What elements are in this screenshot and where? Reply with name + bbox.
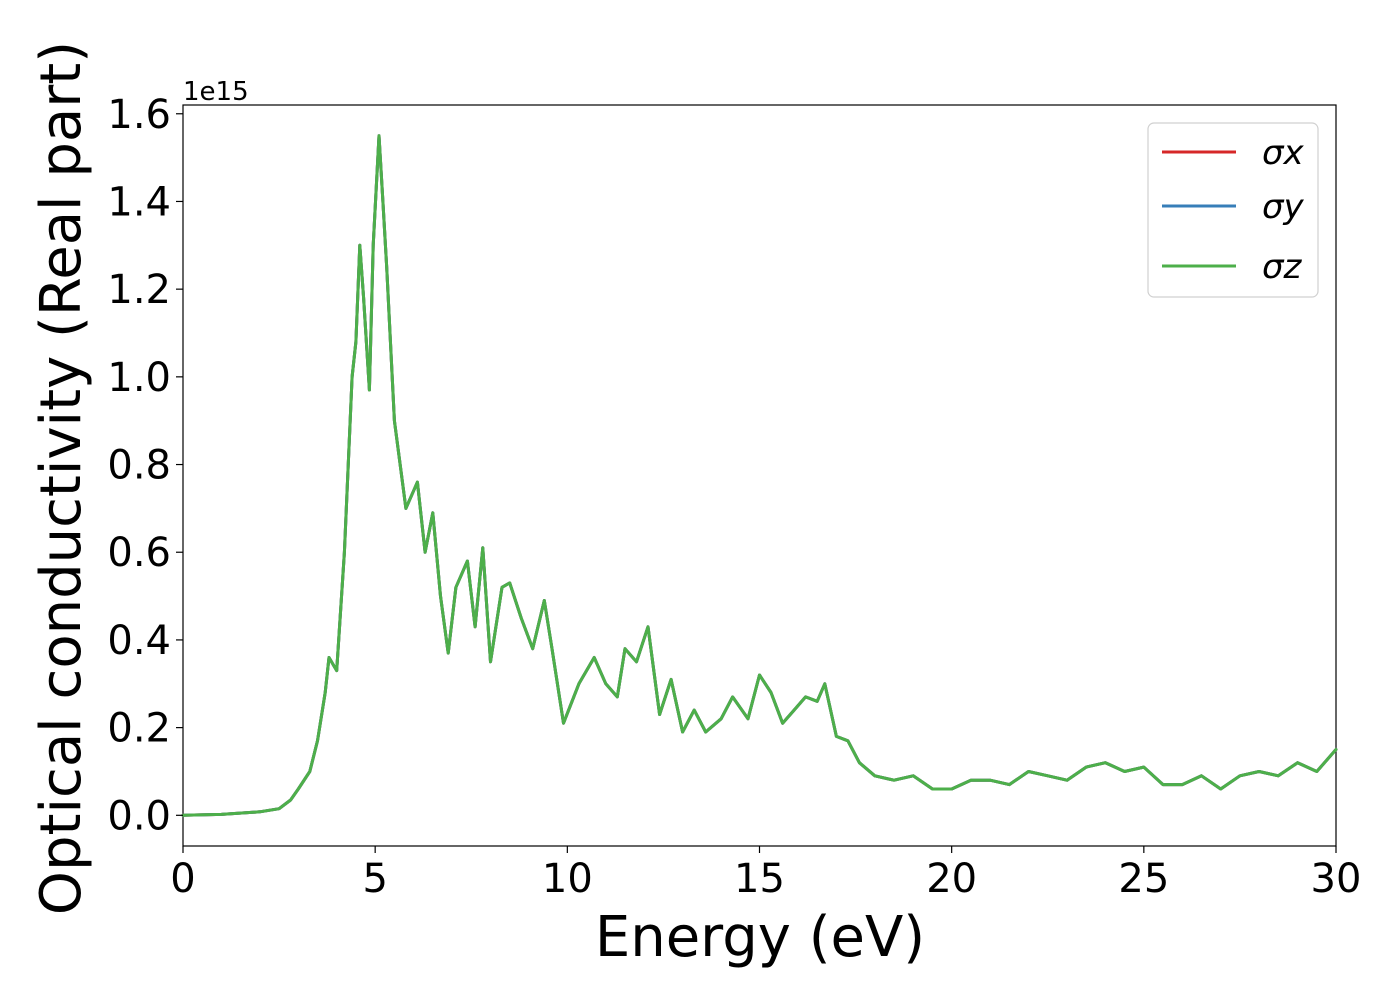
y-axis-label: Optical conductivity (Real part) [29, 41, 94, 915]
y-tick-label: 0.6 [107, 530, 171, 576]
legend-box [1147, 122, 1319, 298]
x-tick-label: 0 [170, 856, 195, 902]
series-line-3 [181, 134, 1338, 817]
x-tick-label: 25 [1118, 856, 1169, 902]
y-tick-label: 1.6 [107, 92, 171, 138]
ticks: 0 5 10 15 20 25 30 0.0 0.2 0.4 0.6 0.8 1.0 1.2 1.4 1.6 [107, 92, 1361, 902]
x-tick-label: 15 [734, 856, 785, 902]
x-tick-label: 20 [926, 856, 977, 902]
y-tick-label: 1.2 [107, 267, 171, 313]
y-tick-label: 0.2 [107, 706, 171, 752]
y-tick-label: 0.4 [107, 618, 171, 664]
y-tick-label: 1.0 [107, 355, 171, 401]
x-tick-label: 10 [542, 856, 593, 902]
y-offset-label: 1e15 [183, 77, 249, 107]
x-tick-label: 30 [1311, 856, 1362, 902]
legend-label-3: σz [1262, 247, 1303, 287]
y-tick-label: 0.0 [107, 793, 171, 839]
legend-label-2: σy [1262, 187, 1305, 227]
legend: σx σy σz [1147, 122, 1319, 298]
x-axis-label: Energy (eV) [595, 905, 925, 970]
x-tick-label: 5 [362, 856, 387, 902]
y-tick-label: 1.4 [107, 179, 171, 225]
series-lines [181, 134, 1338, 817]
legend-label-1: σx [1262, 133, 1305, 173]
y-tick-label: 0.8 [107, 443, 171, 489]
